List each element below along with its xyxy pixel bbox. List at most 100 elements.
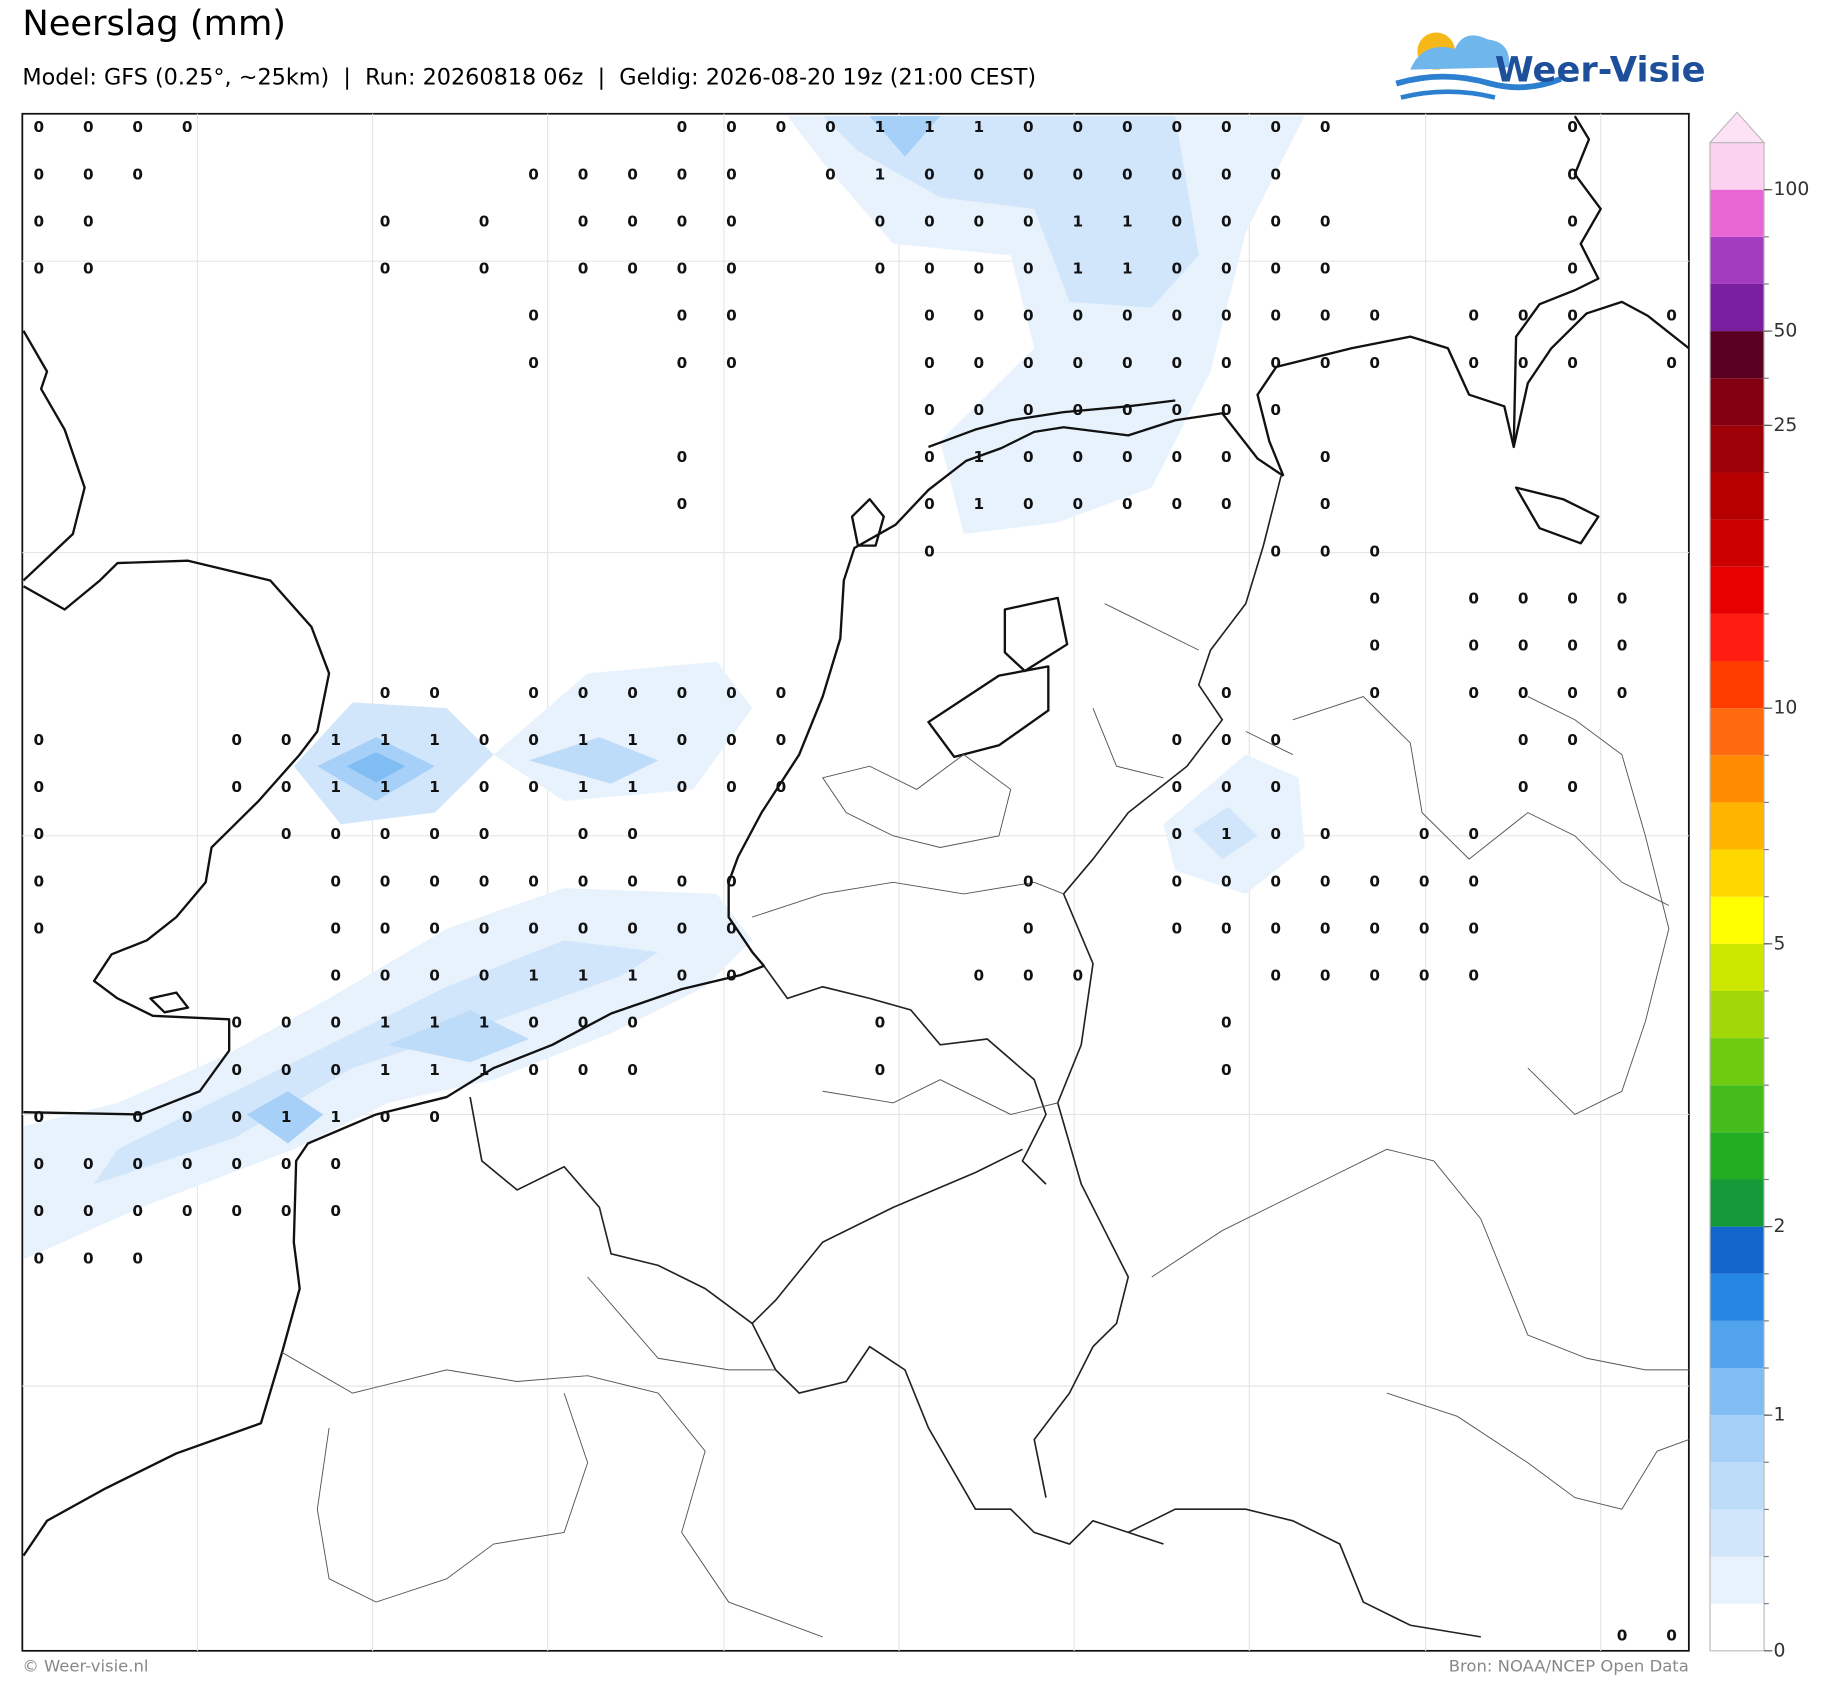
grid-value: 0 [1122,448,1133,466]
grid-value: 0 [1270,920,1281,938]
grid-value: 0 [1369,590,1380,608]
grid-value: 0 [726,118,737,136]
grid-value: 0 [33,1155,44,1173]
grid-value: 0 [528,920,539,938]
grid-value: 0 [83,1202,94,1220]
grid-value: 0 [182,1155,193,1173]
grid-value: 0 [33,213,44,231]
grid-value: 0 [281,778,292,796]
grid-value: 0 [83,165,94,183]
grid-value: 0 [231,1061,242,1079]
grid-value: 0 [1468,967,1479,985]
grid-value: 0 [677,307,688,325]
grid-value: 1 [578,731,589,749]
grid-value: 1 [429,1061,440,1079]
grid-value: 0 [924,448,935,466]
grid-value: 0 [1073,495,1084,513]
grid-value: 1 [380,778,391,796]
colorbar-swatch [1710,1556,1765,1604]
grid-value: 0 [726,354,737,372]
grid-value: 0 [578,920,589,938]
grid-value: 0 [726,307,737,325]
grid-value: 0 [1270,825,1281,843]
colorbar-swatch [1710,1085,1765,1133]
grid-value: 1 [479,1014,490,1032]
grid-value: 0 [578,1061,589,1079]
grid-value: 0 [726,872,737,890]
grid-value: 0 [1369,967,1380,985]
colorbar-tick-label: 50 [1773,321,1797,342]
colorbar-swatch [1710,425,1765,473]
grid-value: 0 [182,1108,193,1126]
grid-value: 0 [974,354,985,372]
grid-value: 0 [479,213,490,231]
grid-value: 0 [1221,1014,1232,1032]
grid-value: 0 [1518,637,1529,655]
grid-value: 0 [1567,684,1578,702]
colorbar-swatch [1710,802,1765,850]
grid-value: 1 [330,731,341,749]
grid-value: 0 [578,684,589,702]
colorbar-swatch [1710,283,1765,332]
grid-value: 0 [330,1155,341,1173]
grid-value: 0 [627,213,638,231]
grid-value: 0 [33,825,44,843]
grid-value: 0 [1320,118,1331,136]
colorbar-swatch [1710,378,1765,426]
grid-value: 0 [1468,590,1479,608]
colorbar-swatch [1710,566,1765,614]
grid-value: 0 [33,1108,44,1126]
colorbar-swatch [1710,1226,1765,1274]
grid-value: 0 [528,1014,539,1032]
grid-value: 0 [1073,354,1084,372]
grid-value: 0 [1320,354,1331,372]
grid-value: 0 [578,165,589,183]
grid-value: 0 [974,165,985,183]
grid-value: 0 [924,542,935,560]
grid-value: 0 [1567,260,1578,278]
grid-value: 0 [1270,213,1281,231]
grid-value: 0 [330,920,341,938]
grid-value: 0 [726,165,737,183]
grid-value: 0 [1171,495,1182,513]
colorbar-swatch [1710,331,1765,379]
grid-value: 0 [1221,307,1232,325]
grid-value: 0 [132,1108,143,1126]
grid-value: 0 [33,118,44,136]
colorbar-swatch [1710,519,1765,567]
colorbar-swatch [1710,661,1765,709]
grid-value: 0 [1270,401,1281,419]
colorbar-swatch [1710,1038,1765,1086]
colorbar-swatch [1710,1415,1765,1463]
map-frame [21,112,1690,1652]
grid-value: 0 [479,920,490,938]
logo: Weer-Visie [1395,32,1706,100]
grid-value: 0 [1221,260,1232,278]
grid-value: 0 [429,967,440,985]
grid-value: 0 [1221,213,1232,231]
grid-value: 0 [1518,307,1529,325]
grid-value: 0 [281,825,292,843]
grid-value: 0 [83,1155,94,1173]
grid-value: 0 [726,731,737,749]
grid-value: 0 [528,165,539,183]
grid-value: 0 [1419,825,1430,843]
grid-value: 0 [1468,307,1479,325]
grid-value: 0 [1221,731,1232,749]
grid-value: 0 [974,967,985,985]
grid-value: 0 [1122,165,1133,183]
grid-value: 0 [726,778,737,796]
grid-value: 0 [726,920,737,938]
grid-value: 0 [677,967,688,985]
grid-value: 0 [281,1061,292,1079]
grid-value: 0 [1468,825,1479,843]
grid-value: 0 [281,1202,292,1220]
grid-value: 0 [1023,307,1034,325]
grid-value: 0 [677,354,688,372]
grid-value: 0 [1073,401,1084,419]
grid-value: 0 [1171,448,1182,466]
grid-value: 0 [528,307,539,325]
grid-value: 0 [231,1202,242,1220]
grid-value: 0 [1023,872,1034,890]
map-outlines [22,115,1690,1638]
